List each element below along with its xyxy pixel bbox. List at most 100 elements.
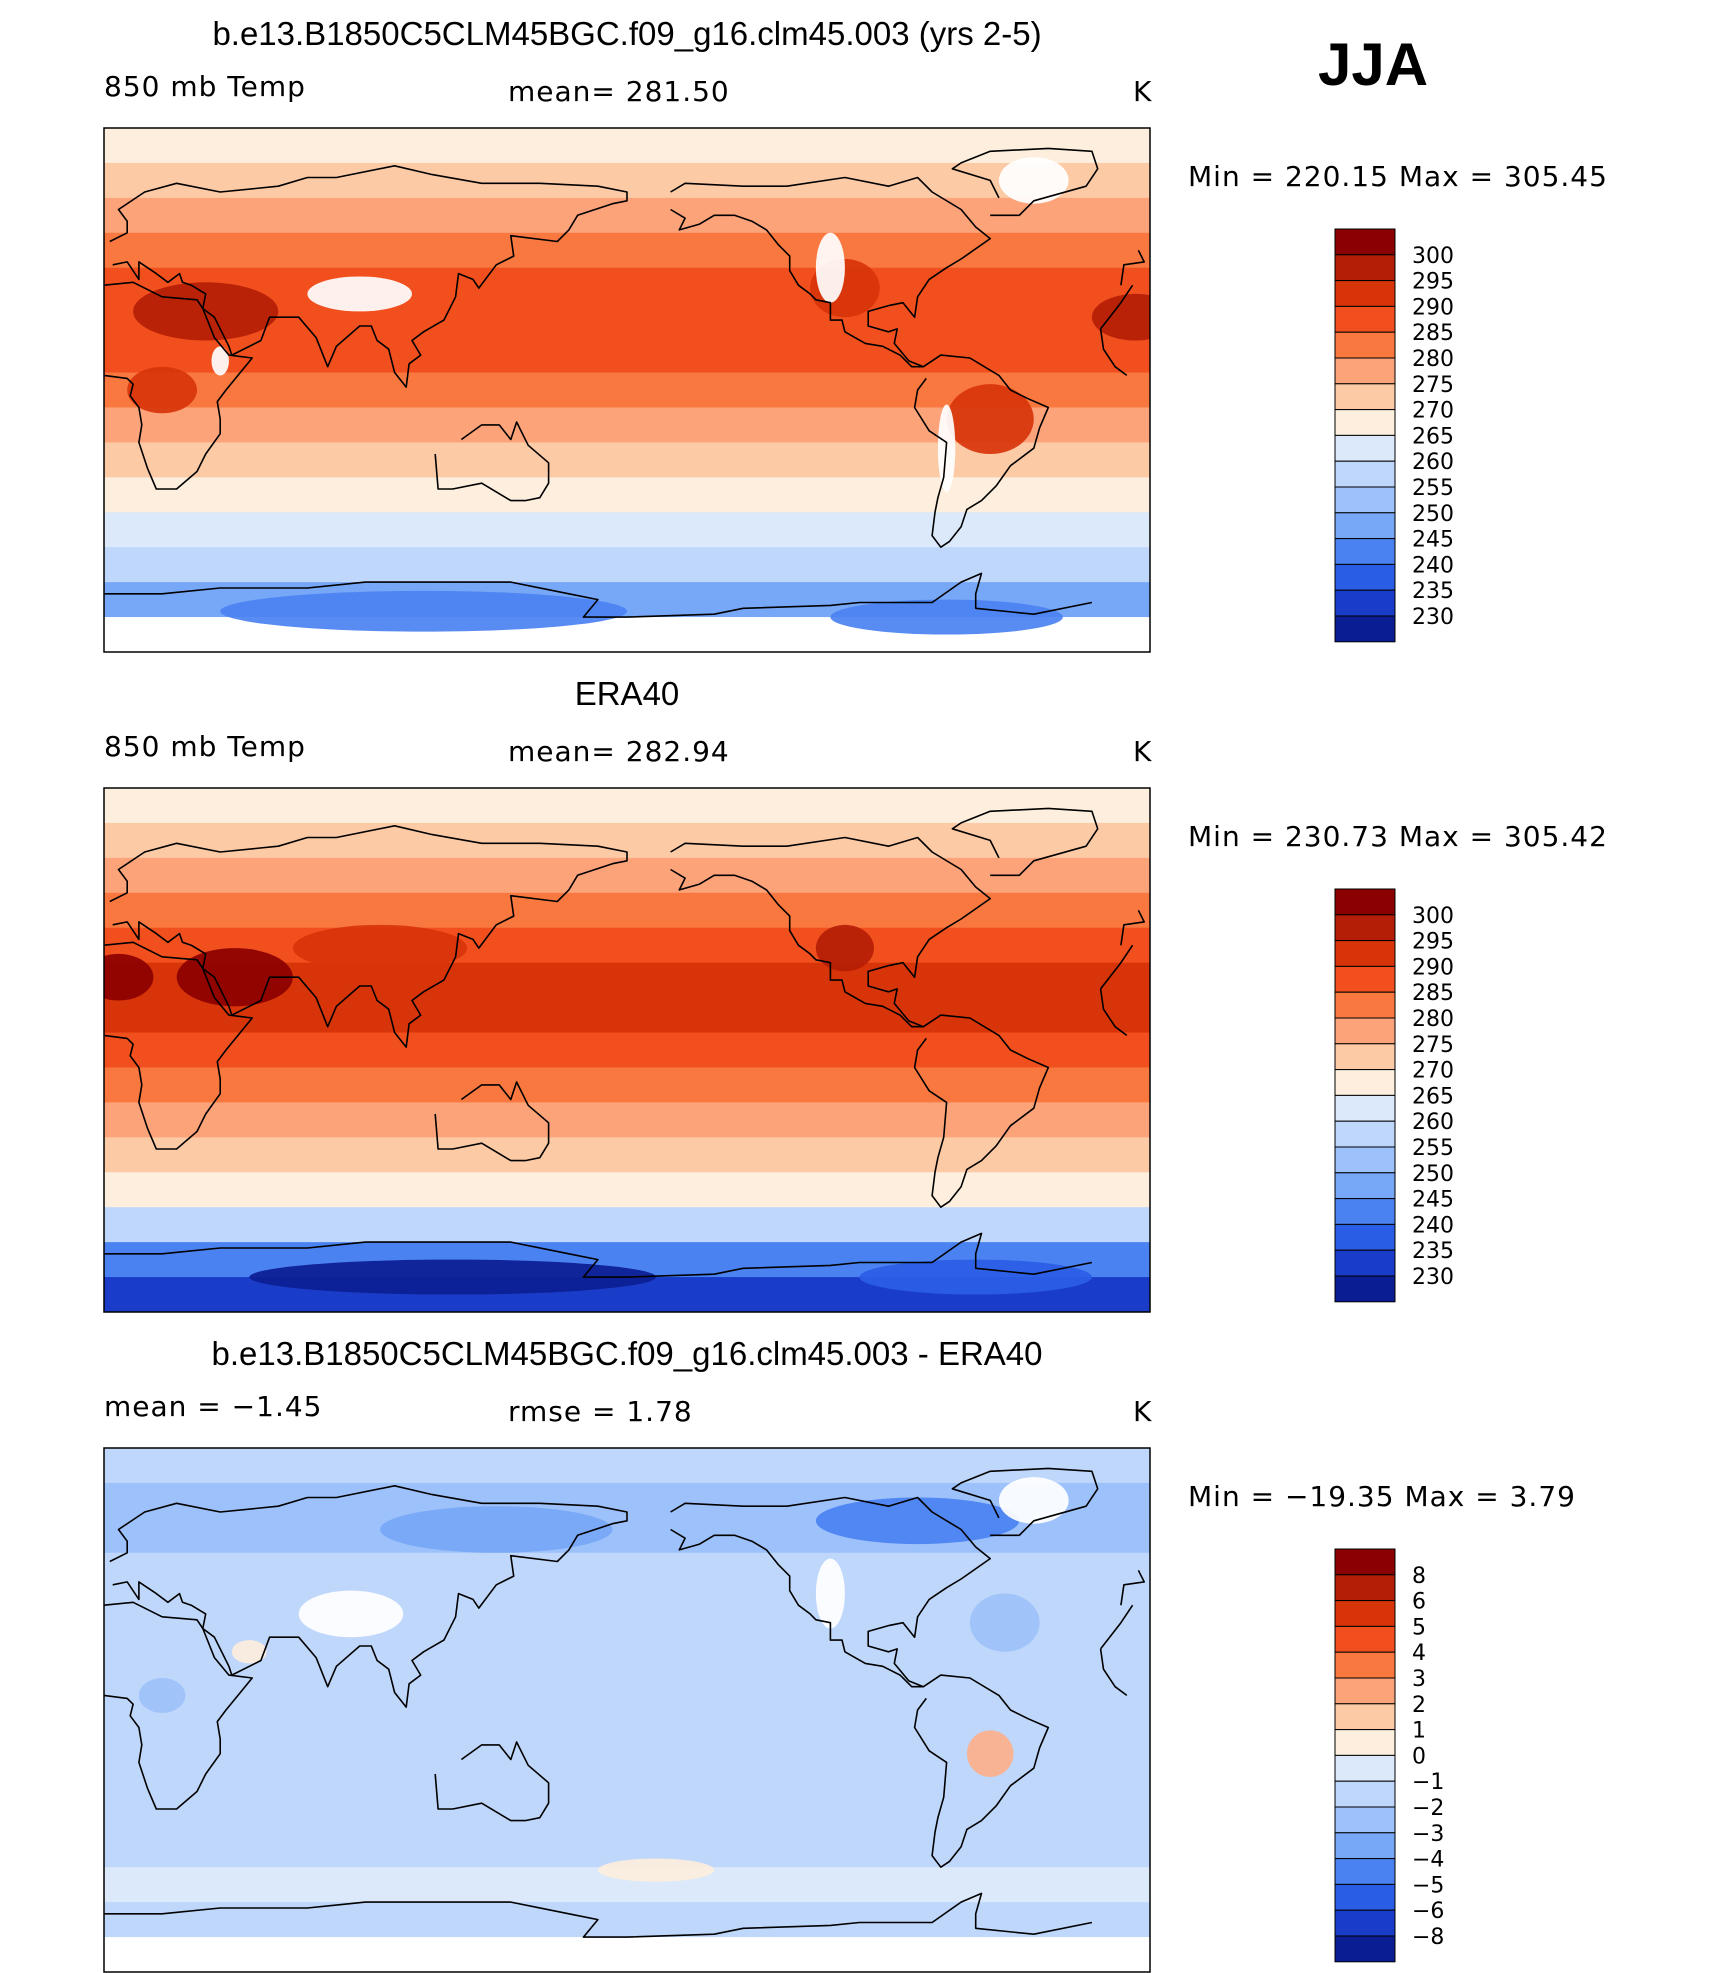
field-anomaly — [815, 924, 874, 972]
colorbar-swatch — [1334, 888, 1396, 916]
colorbar-label: 0 — [1412, 1744, 1426, 1769]
field-anomaly — [946, 384, 1034, 455]
field-anomaly — [231, 1640, 267, 1664]
colorbar-label: 235 — [1412, 1239, 1454, 1264]
field-anomaly — [292, 924, 468, 972]
colorbar-swatch — [1334, 1574, 1396, 1602]
colorbar-label: 240 — [1412, 1213, 1454, 1238]
field-anomaly — [220, 590, 627, 632]
colorbar-label: 235 — [1412, 579, 1454, 604]
latitude-band — [104, 1797, 1150, 1834]
latitude-band — [104, 1552, 1150, 1589]
colorbar-label: 2 — [1412, 1693, 1426, 1718]
field-anomaly — [104, 953, 154, 1001]
field-anomaly — [815, 232, 845, 303]
latitude-band — [104, 788, 1150, 824]
colorbar-swatch — [1334, 1703, 1396, 1731]
colorbar-swatch — [1334, 1249, 1396, 1277]
colorbar-swatch — [1334, 434, 1396, 462]
colorbar-swatch — [1334, 486, 1396, 514]
coastline-greenland — [951, 807, 1099, 877]
minmax-label: Min = 220.15 Max = 305.45 — [1188, 160, 1608, 193]
season-label: JJA — [1318, 31, 1429, 98]
latitude-band — [104, 1692, 1150, 1729]
latitude-band — [104, 547, 1150, 584]
coastline-africa — [1099, 1604, 1134, 1650]
coastline-greenland — [951, 1467, 1099, 1537]
colorbar-swatch — [1334, 357, 1396, 385]
colorbar-swatch — [1334, 1909, 1396, 1937]
colorbar-label: 1 — [1412, 1719, 1426, 1744]
minmax-label: Min = −19.35 Max = 3.79 — [1188, 1480, 1576, 1513]
coastline-africa — [104, 1601, 253, 1810]
coastline-eurasia — [1120, 1569, 1145, 1606]
colorbar-swatch — [1334, 1120, 1396, 1148]
map-frame — [103, 127, 1151, 653]
colorbar-swatch — [1334, 1198, 1396, 1225]
field-anomaly — [307, 276, 412, 312]
latitude-band — [104, 337, 1150, 374]
units-label: K — [1133, 735, 1153, 768]
colorbar-label: −3 — [1412, 1822, 1444, 1847]
colorbar-swatch — [1334, 1017, 1396, 1045]
field-anomaly — [249, 1259, 657, 1295]
coastline-eurasia — [109, 1484, 628, 1708]
colorbar-label: 275 — [1412, 373, 1454, 398]
colorbar-label: 280 — [1412, 347, 1454, 372]
coastline-antarctica — [626, 1232, 1093, 1278]
panel-center-label: rmse = 1.78 — [508, 1395, 693, 1428]
latitude-band — [104, 512, 1150, 549]
colorbar: 3002952902852802752702652602552502452402… — [1334, 228, 1454, 643]
coastline-greenland — [951, 147, 1099, 217]
latitude-band — [104, 1032, 1150, 1069]
colorbar-swatch — [1334, 228, 1396, 256]
coastline-antarctica — [104, 581, 627, 618]
latitude-band — [104, 997, 1150, 1034]
coastline-north-america — [670, 176, 992, 368]
minmax-label: Min = 230.73 Max = 305.42 — [1188, 820, 1608, 853]
colorbar-swatch — [1334, 1858, 1396, 1885]
latitude-band — [104, 892, 1150, 929]
colorbar-swatch — [1334, 1832, 1396, 1860]
latitude-band — [104, 1137, 1150, 1174]
colorbar-label: −1 — [1412, 1770, 1444, 1795]
coastline-antarctica — [626, 1892, 1093, 1938]
map-panel-2 — [103, 787, 1151, 1313]
latitude-band — [104, 1102, 1150, 1139]
colorbar-swatch — [1334, 460, 1396, 488]
coastline-africa — [1099, 328, 1128, 377]
colorbar-swatch — [1334, 1094, 1396, 1122]
colorbar-label: 270 — [1412, 399, 1454, 424]
colorbar-label: 255 — [1412, 476, 1454, 501]
field-anomaly — [298, 1590, 404, 1638]
latitude-band — [104, 128, 1150, 164]
coastline-australia — [434, 1081, 550, 1162]
field-anomaly — [138, 1677, 186, 1713]
colorbar-swatch — [1334, 1780, 1396, 1808]
latitude-band — [104, 1172, 1150, 1209]
colorbar-label: 285 — [1412, 321, 1454, 346]
latitude-band — [104, 1448, 1150, 1484]
colorbar-swatch — [1334, 1677, 1396, 1705]
coastline-eurasia — [109, 824, 628, 1048]
panel-center-label: mean= 281.50 — [508, 75, 730, 108]
colorbar-label: 245 — [1412, 528, 1454, 553]
panel-title: b.e13.B1850C5CLM45BGC.f09_g16.clm45.003 … — [211, 1335, 1043, 1372]
colorbar-label: 265 — [1412, 1084, 1454, 1109]
coastline-africa — [1099, 944, 1134, 990]
colorbar-swatch — [1334, 615, 1396, 643]
field-anomaly — [859, 1259, 1092, 1295]
colorbar-swatch — [1334, 991, 1396, 1019]
latitude-band — [104, 1657, 1150, 1694]
colorbar-label: 250 — [1412, 1162, 1454, 1187]
field-anomaly — [597, 1858, 715, 1882]
colorbar-label: 230 — [1412, 605, 1454, 630]
colorbar-swatch — [1334, 1625, 1396, 1653]
units-label: K — [1133, 75, 1153, 108]
coastline-africa — [1099, 1648, 1128, 1697]
latitude-band — [104, 1207, 1150, 1244]
colorbar-swatch — [1334, 1548, 1396, 1576]
field-anomaly — [830, 599, 1063, 635]
panel-title: ERA40 — [574, 675, 680, 712]
